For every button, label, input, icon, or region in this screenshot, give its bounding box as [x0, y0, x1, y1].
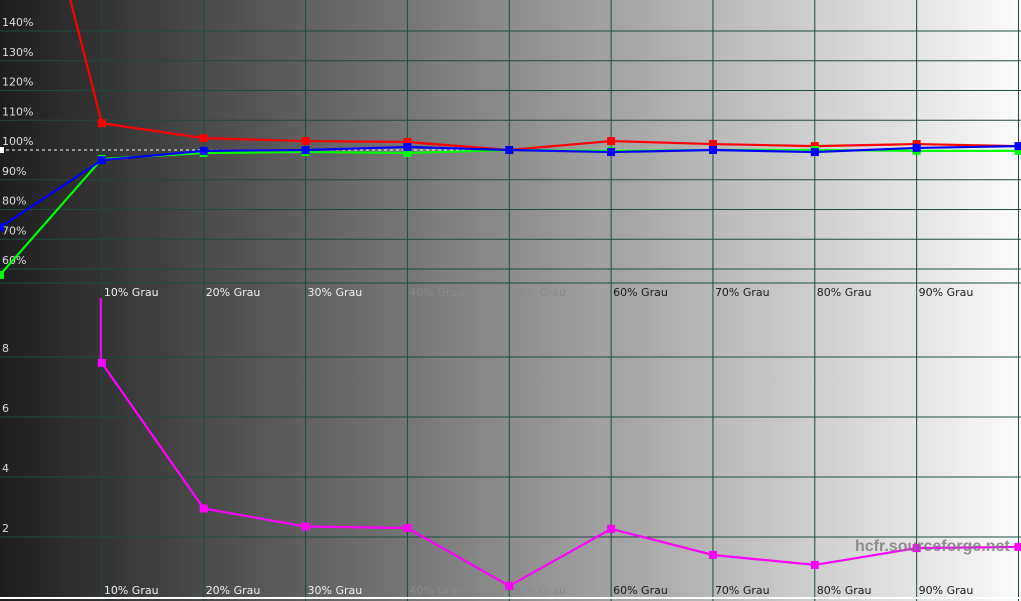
- rgb-point: [97, 119, 106, 128]
- rgb-point: [1014, 142, 1021, 151]
- rgb-point: [1014, 146, 1021, 155]
- x-tick-label: 60% Grau: [613, 286, 668, 299]
- tick-labels: 140% 130% 120% 110% 100% 90% 80% 70% 60% 8 6 4 2 10% …: [2, 16, 973, 597]
- x-tick-label: 90% Grau: [919, 584, 974, 597]
- delta-e-point: [97, 359, 106, 367]
- watermark: hcfr.sourceforge.net: [855, 538, 1010, 555]
- rgb-point: [301, 137, 310, 146]
- y-tick-label: 90%: [2, 165, 26, 178]
- delta-e-point: [912, 544, 921, 553]
- x-tick-label: 30% Grau: [308, 584, 363, 597]
- delta-e-line-0: [100, 362, 1019, 588]
- x-tick-label: 80% Grau: [817, 286, 872, 299]
- y-tick-label: 100%: [2, 135, 33, 148]
- x-tick-label: 90% Grau: [919, 286, 974, 299]
- x-tick-label: 20% Grau: [206, 286, 261, 299]
- rgb-point: [403, 137, 412, 146]
- x-tick-label: 20% Grau: [206, 584, 261, 597]
- x-tick-label: 10% Grau: [104, 584, 159, 597]
- x-tick-label: 70% Grau: [715, 584, 770, 597]
- y-tick-label: 70%: [2, 224, 26, 237]
- rgb-point: [810, 148, 819, 157]
- delta-e-point: [199, 504, 208, 513]
- y-tick-label: 120%: [2, 76, 33, 89]
- rgb-point: [403, 148, 412, 157]
- x-tick-label: 10% Grau: [104, 286, 159, 299]
- rgb-point: [505, 146, 514, 154]
- rgb-point: [607, 148, 616, 157]
- delta-e-point: [403, 524, 412, 532]
- rgb-point: [403, 143, 412, 152]
- delta-e-point: [607, 524, 616, 533]
- delta-e-point: [505, 581, 514, 590]
- rgb-point: [708, 140, 717, 149]
- y-tick-label: 130%: [2, 46, 33, 59]
- delta-e-point: [1014, 542, 1021, 551]
- rgb-point: [912, 143, 921, 152]
- rgb-point: [301, 146, 310, 154]
- x-tick-label: 50% Grau: [511, 286, 566, 299]
- rgb-point: [97, 156, 106, 165]
- rgb-point: [199, 134, 208, 143]
- delta-e-point: [708, 551, 717, 559]
- rgb-point: [607, 137, 616, 146]
- y-tick-label: 80%: [2, 195, 26, 208]
- x-tick-label: 60% Grau: [613, 584, 668, 597]
- x-tick-label: 70% Grau: [715, 286, 770, 299]
- delta-e-point: [810, 560, 819, 569]
- x-tick-label: 80% Grau: [817, 584, 872, 597]
- y-tick-label: 140%: [2, 16, 33, 29]
- rgb-point: [0, 223, 4, 232]
- y-tick-label: 2: [2, 522, 9, 535]
- x-tick-label: 30% Grau: [308, 286, 363, 299]
- x-tick-label: 50% Grau: [511, 584, 566, 597]
- rgb-point: [708, 146, 717, 154]
- rgb-point: [0, 270, 4, 279]
- delta-e-point: [301, 522, 310, 531]
- y-tick-label: 8: [2, 342, 9, 355]
- y-tick-label: 6: [2, 402, 9, 415]
- delta-e-plot: [97, 298, 1021, 590]
- reference-marker: [0, 147, 4, 153]
- x-tick-label: 40% Grau: [409, 286, 464, 299]
- y-tick-label: 110%: [2, 105, 33, 118]
- x-tick-label: 40% Grau: [409, 584, 464, 597]
- rgb-levels-plot: [0, 0, 1021, 279]
- y-tick-label: 60%: [2, 254, 26, 267]
- rgb-point: [199, 146, 208, 155]
- y-tick-label: 4: [2, 462, 9, 475]
